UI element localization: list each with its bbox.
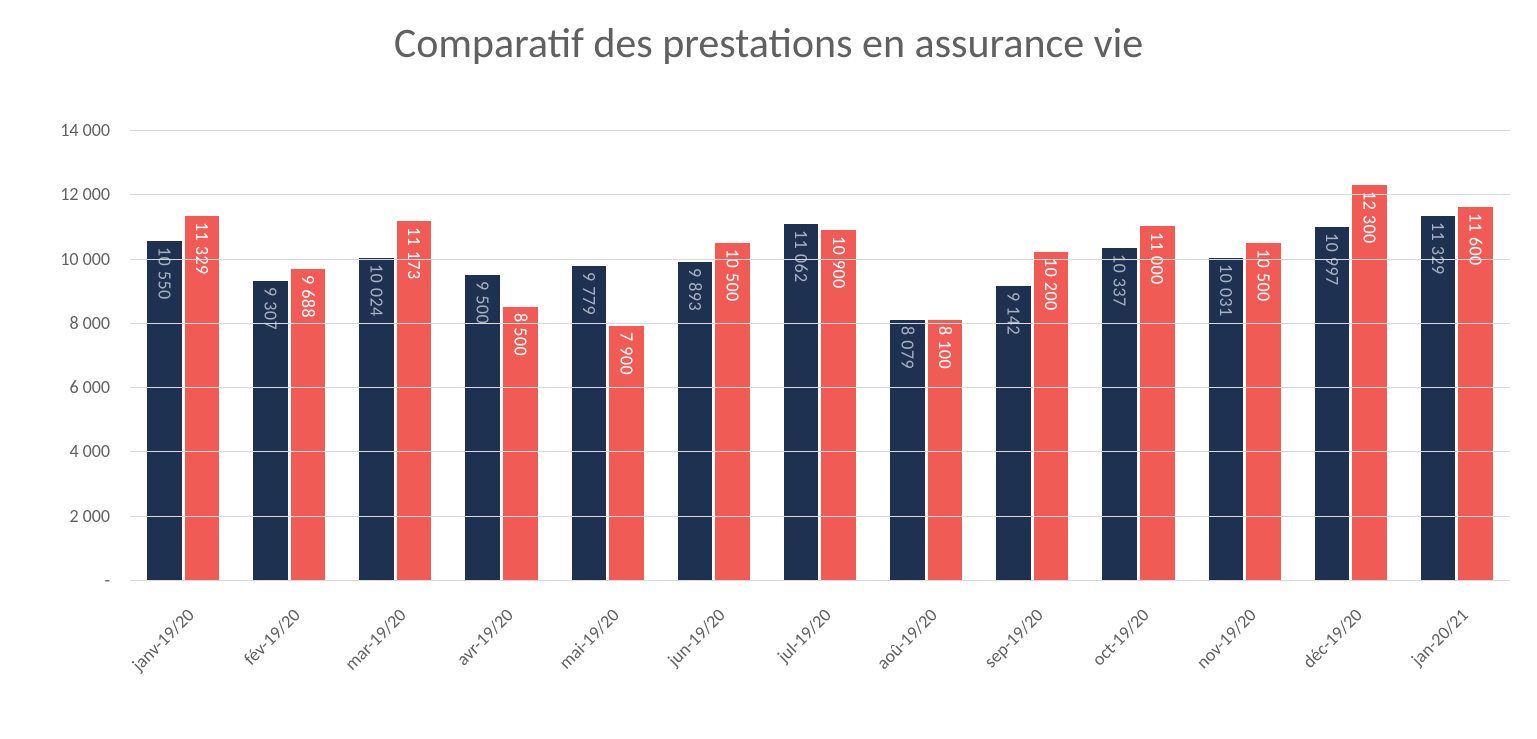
x-tick-label: aoû-19/20 (872, 604, 942, 674)
bar-value-label: 10 024 (366, 264, 388, 317)
bar-group: 10 550 11 329 (130, 130, 236, 580)
gridline (130, 580, 1510, 581)
bar-series-b: 10 500 (1246, 243, 1281, 581)
bar-value-label: 11 173 (403, 227, 425, 280)
bar-group: 9 307 9 688 (236, 130, 342, 580)
bar-value-label: 8 079 (896, 326, 918, 369)
bar-value-label: 9 500 (472, 281, 494, 324)
y-tick-label: - (104, 569, 110, 591)
y-tick-label: 8 000 (69, 312, 110, 334)
bar-group: 9 779 7 900 (555, 130, 661, 580)
bar-series-a: 8 079 (890, 320, 925, 580)
x-tick-label: mai-19/20 (554, 604, 623, 673)
bar-series-b: 10 500 (715, 243, 750, 581)
bar-series-b: 8 100 (928, 320, 963, 580)
x-tick-label: jun-19/20 (663, 604, 730, 671)
x-tick-label: jul-19/20 (773, 604, 836, 667)
bar-group: 8 079 8 100 (873, 130, 979, 580)
y-tick-label: 2 000 (69, 505, 110, 527)
gridline (130, 259, 1510, 260)
bar-series-a: 10 031 (1209, 258, 1244, 580)
bar-series-b: 10 200 (1034, 252, 1069, 580)
bar-value-label: 11 062 (790, 230, 812, 283)
bar-group: 10 337 11 000 (1085, 130, 1191, 580)
bar-value-label: 9 779 (578, 272, 600, 315)
bar-value-label: 8 100 (934, 326, 956, 369)
bar-series-a: 11 062 (784, 224, 819, 580)
gridline (130, 387, 1510, 388)
bar-value-label: 10 550 (153, 247, 175, 300)
bar-value-label: 11 329 (1427, 222, 1449, 275)
bar-series-b: 10 900 (821, 230, 856, 580)
gridline (130, 130, 1510, 131)
bar-value-label: 10 031 (1215, 264, 1237, 317)
x-tick-label: déc-19/20 (1298, 604, 1367, 673)
bar-series-b: 9 688 (291, 269, 326, 580)
bar-series-b: 11 000 (1140, 226, 1175, 580)
bar-value-label: 8 500 (509, 313, 531, 356)
y-tick-label: 12 000 (60, 183, 110, 205)
bar-series-a: 9 307 (253, 281, 288, 580)
bar-group: 10 024 11 173 (342, 130, 448, 580)
bar-value-label: 10 500 (722, 249, 744, 302)
gridline (130, 323, 1510, 324)
bar-group: 9 893 10 500 (661, 130, 767, 580)
bar-series-b: 11 173 (397, 221, 432, 580)
bar-series-b: 11 600 (1458, 207, 1493, 580)
x-axis: janv-19/20 fév-19/20 mar-19/20 avr-19/20 mai… (130, 590, 1510, 710)
bar-series-a: 9 142 (996, 286, 1031, 580)
x-tick-label: mar-19/20 (340, 604, 411, 675)
chart-title: Comparatif des prestations en assurance … (0, 18, 1537, 69)
bar-value-label: 12 300 (1359, 191, 1381, 244)
x-tick-label: avr-19/20 (451, 604, 517, 670)
y-axis: -2 0004 0006 0008 00010 00012 00014 000 (0, 130, 120, 580)
bar-group: 10 031 10 500 (1192, 130, 1298, 580)
bar-group: 9 500 8 500 (448, 130, 554, 580)
bar-series-b: 11 329 (185, 216, 220, 580)
bar-value-label: 9 893 (684, 268, 706, 311)
x-tick-label: sep-19/20 (980, 604, 1048, 672)
bar-value-label: 10 900 (828, 236, 850, 289)
x-tick-label: oct-19/20 (1088, 604, 1154, 670)
bar-group: 11 329 11 600 (1404, 130, 1510, 580)
plot-area: 10 550 11 329 9 307 9 688 10 024 11 173 9 500 8… (130, 130, 1510, 580)
y-tick-label: 14 000 (60, 119, 110, 141)
bar-value-label: 9 688 (297, 275, 319, 318)
x-tick-label: jan-20/21 (1406, 604, 1472, 670)
x-tick-label: fév-19/20 (239, 604, 304, 669)
gridline (130, 194, 1510, 195)
bar-series-b: 7 900 (609, 326, 644, 580)
y-tick-label: 6 000 (69, 376, 110, 398)
bar-value-label: 10 200 (1040, 258, 1062, 311)
chart-container: Comparatif des prestations en assurance … (0, 0, 1537, 739)
bar-series-a: 11 329 (1421, 216, 1456, 580)
bars-container: 10 550 11 329 9 307 9 688 10 024 11 173 9 500 8… (130, 130, 1510, 580)
bar-series-a: 10 024 (359, 258, 394, 580)
y-tick-label: 10 000 (60, 248, 110, 270)
bar-value-label: 10 500 (1252, 249, 1274, 302)
bar-value-label: 10 337 (1109, 254, 1131, 307)
gridline (130, 451, 1510, 452)
bar-series-a: 10 550 (147, 241, 182, 580)
bar-series-a: 9 500 (465, 275, 500, 580)
bar-series-b: 8 500 (503, 307, 538, 580)
bar-group: 11 062 10 900 (767, 130, 873, 580)
bar-series-a: 9 893 (678, 262, 713, 580)
bar-group: 10 997 12 300 (1298, 130, 1404, 580)
bar-group: 9 142 10 200 (979, 130, 1085, 580)
x-tick-label: janv-19/20 (127, 604, 198, 675)
bar-value-label: 9 142 (1002, 292, 1024, 335)
x-tick-label: nov-19/20 (1191, 604, 1260, 673)
bar-series-a: 9 779 (572, 266, 607, 580)
bar-value-label: 7 900 (615, 332, 637, 375)
bar-series-a: 10 337 (1102, 248, 1137, 580)
bar-series-b: 12 300 (1352, 185, 1387, 580)
gridline (130, 516, 1510, 517)
bar-value-label: 11 329 (191, 222, 213, 275)
y-tick-label: 4 000 (69, 440, 110, 462)
bar-series-a: 10 997 (1315, 227, 1350, 580)
